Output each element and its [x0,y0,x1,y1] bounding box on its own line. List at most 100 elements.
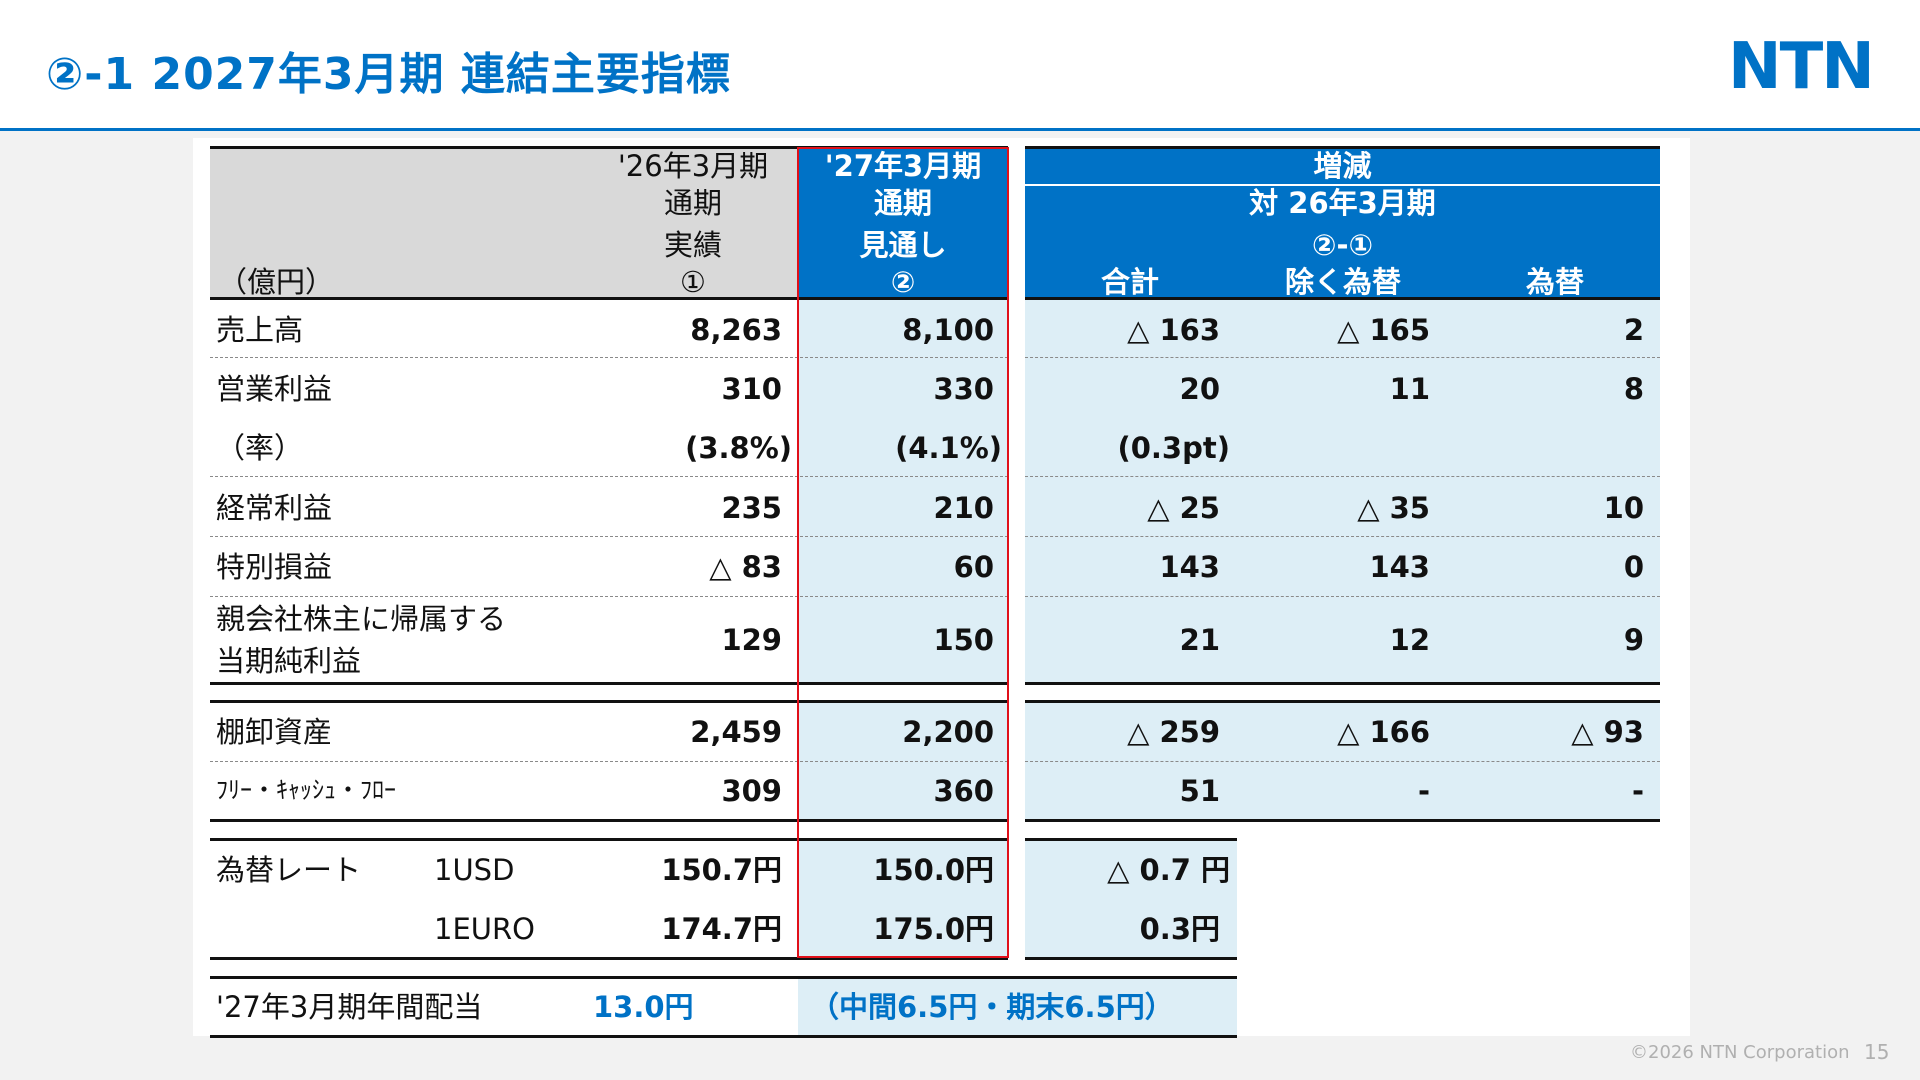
row-divider [1025,536,1660,537]
row-label: ﾌﾘｰ・ｷｬｯｼｭ・ﾌﾛｰ [216,776,396,804]
cell-fx: 9 [1623,623,1644,657]
row-label: 売上高 [216,313,304,347]
header-bg-forecast [798,147,1008,298]
section-rule [1025,838,1237,841]
section-rule [210,957,1008,960]
fill-dividend-detail [798,977,1237,1036]
cell-cur: 210 [933,491,994,525]
copyright: ©2026 NTN Corporation [1630,1042,1850,1063]
section-rule [1025,957,1237,960]
row-divider [210,476,1008,477]
fx-euro-total: 0.3円 [1139,912,1220,946]
change-header-line1: 増減 [1313,149,1372,183]
fill-change-main [1025,298,1660,684]
cell-cur: (4.1%) [895,431,1002,465]
row-label: 経常利益 [216,491,333,525]
cell-cur: 60 [953,550,994,584]
slide-title: ②-1 2027年3月期 連結主要指標 [46,49,731,100]
change-col-exfx: 除く為替 [1284,265,1401,299]
row-divider [210,761,1008,762]
change-col-total: 合計 [1100,265,1159,299]
cell-exfx: △ 35 [1357,491,1430,525]
cur-header-line4: ② [890,265,916,299]
ntn-logo: NTN [1728,30,1875,104]
fx-euro-name: 1EURO [434,912,535,946]
fx-euro-cur: 175.0円 [873,912,994,946]
top-rule-left [210,146,1008,149]
section-rule [210,819,1008,822]
cell-prev: 310 [721,372,782,406]
unit-label: （億円） [218,265,335,299]
fill-forecast-main [798,298,1008,684]
cell-exfx: △ 166 [1337,715,1430,749]
row-label-line2: 当期純利益 [216,644,362,678]
cell-exfx: 12 [1389,623,1430,657]
row-label: （率） [216,431,304,465]
cell-prev: 2,459 [690,715,782,749]
change-header-divider [1025,184,1660,186]
section-rule [1025,819,1660,822]
cell-fx: - [1631,774,1644,808]
page-number: 15 [1864,1040,1890,1064]
row-divider [210,536,1008,537]
fx-usd-cur: 150.0円 [873,853,994,887]
section-rule [210,682,1008,685]
cell-fx: 0 [1623,550,1644,584]
cell-total: 21 [1179,623,1220,657]
fx-usd-name: 1USD [434,853,515,887]
cell-total: △ 163 [1127,313,1220,347]
cell-fx: 2 [1623,313,1644,347]
dividend-label: '27年3月期年間配当 [216,990,483,1024]
cell-cur: 150 [933,623,994,657]
fill-forecast-fx [798,840,1008,959]
cell-prev: 8,263 [690,313,782,347]
cur-header-line2: 通期 [873,186,932,220]
row-divider [210,596,1008,597]
header-bg-left [210,147,798,298]
section-rule [210,700,1008,703]
cell-total: △ 259 [1127,715,1220,749]
row-divider [1025,596,1660,597]
section-rule [210,1035,1237,1038]
cell-total: 143 [1159,550,1220,584]
change-col-fx: 為替 [1525,265,1584,299]
row-label: 棚卸資産 [216,715,333,749]
row-divider [210,357,1008,358]
cell-prev: (3.8%) [685,431,792,465]
row-label: 特別損益 [216,550,333,584]
row-divider [1025,476,1660,477]
cell-total: 20 [1179,372,1220,406]
cell-cur: 330 [933,372,994,406]
cell-prev: 235 [721,491,782,525]
row-label: 営業利益 [216,372,333,406]
section-rule [210,976,1237,979]
header-rule-left [210,297,1008,300]
fill-change-fx [1025,840,1237,959]
prev-header-line4: ① [680,265,706,299]
cell-exfx: △ 165 [1337,313,1430,347]
cell-fx: 8 [1623,372,1644,406]
fx-usd-total: △ 0.7 円 [1107,853,1230,887]
dividend-value: 13.0円 [593,990,694,1024]
cell-exfx: 11 [1389,372,1430,406]
row-divider [1025,761,1660,762]
cell-prev: △ 83 [709,550,782,584]
prev-header-line1: '26年3月期 [617,149,769,183]
row-label-line1: 親会社株主に帰属する [216,602,507,636]
header-bg-change [1025,147,1660,298]
change-header-line2: 対 26年3月期 [1249,186,1436,220]
cell-exfx: 143 [1369,550,1430,584]
header-rule-right [1025,297,1660,300]
top-rule-right [1025,146,1660,149]
cell-exfx: - [1417,774,1430,808]
change-header-line3: ②-① [1311,228,1374,262]
cell-total: 51 [1179,774,1220,808]
cell-total: (0.3pt) [1117,431,1230,465]
dividend-detail: （中間6.5円・期末6.5円） [810,990,1174,1024]
fx-label: 為替レート [216,853,362,887]
cell-fx: 10 [1603,491,1644,525]
cell-fx: △ 93 [1571,715,1644,749]
cur-header-line3: 見通し [859,228,947,262]
fx-euro-prev: 174.7円 [661,912,782,946]
cell-total: △ 25 [1147,491,1220,525]
